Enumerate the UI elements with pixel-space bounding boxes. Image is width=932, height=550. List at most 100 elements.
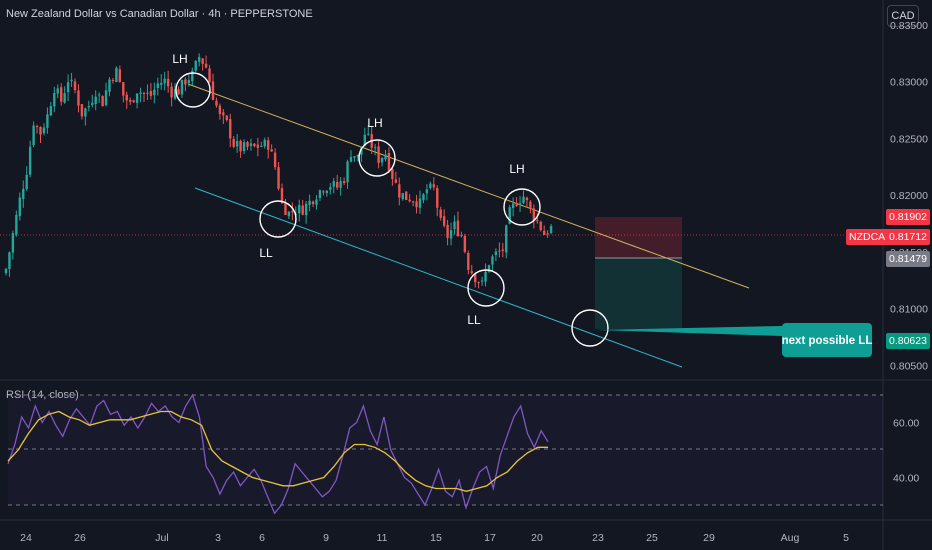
candle-down[interactable] (394, 179, 398, 183)
candle-up[interactable] (418, 198, 422, 208)
candle-up[interactable] (42, 127, 46, 134)
candle-down[interactable] (405, 191, 408, 200)
candle-up[interactable] (263, 139, 266, 147)
candle-down[interactable] (125, 94, 128, 101)
candle-up[interactable] (63, 93, 66, 103)
candle-down[interactable] (142, 92, 146, 94)
candle-down[interactable] (80, 104, 84, 117)
candle-up[interactable] (87, 106, 90, 108)
candle-down[interactable] (546, 233, 549, 235)
rsi-line[interactable] (7, 393, 549, 515)
candle-up[interactable] (480, 280, 484, 282)
candle-down[interactable] (529, 201, 532, 208)
candle-down[interactable] (532, 208, 536, 221)
candle-down[interactable] (229, 119, 232, 139)
candle-up[interactable] (487, 265, 491, 272)
position-target-zone[interactable] (595, 258, 682, 329)
candle-down[interactable] (149, 91, 153, 96)
candle-up[interactable] (356, 154, 360, 157)
candle-up[interactable] (84, 108, 87, 117)
candle-up[interactable] (367, 133, 370, 135)
candle-down[interactable] (387, 153, 391, 171)
candle-down[interactable] (239, 140, 242, 152)
candle-down[interactable] (122, 82, 125, 96)
support-trendline[interactable] (194, 187, 683, 368)
candle-down[interactable] (377, 146, 380, 163)
candle-up[interactable] (249, 143, 253, 146)
entry-price-tag[interactable]: 0.81479 (886, 251, 930, 267)
candle-down[interactable] (270, 149, 273, 152)
candle-down[interactable] (408, 199, 411, 202)
candle-down[interactable] (246, 142, 249, 147)
candle-down[interactable] (253, 143, 256, 147)
candle-up[interactable] (298, 204, 301, 214)
candle-up[interactable] (329, 187, 332, 190)
candle-up[interactable] (22, 188, 25, 200)
candle-down[interactable] (225, 115, 228, 120)
candle-down[interactable] (39, 126, 42, 135)
candle-down[interactable] (525, 197, 529, 201)
candle-down[interactable] (398, 184, 401, 198)
candle-down[interactable] (273, 152, 277, 168)
candle-up[interactable] (104, 90, 108, 106)
candle-up[interactable] (194, 60, 197, 71)
candle-down[interactable] (515, 204, 518, 206)
candle-up[interactable] (66, 82, 70, 93)
candle-up[interactable] (304, 203, 308, 216)
candle-down[interactable] (101, 95, 104, 107)
candle-up[interactable] (18, 197, 21, 217)
swing-circle-ll-3[interactable] (571, 309, 609, 347)
candle-up[interactable] (429, 183, 432, 189)
candle-up[interactable] (363, 134, 366, 146)
candle-up[interactable] (339, 181, 342, 188)
rsi-axis[interactable]: 60.00 40.00 (893, 418, 919, 485)
candle-up[interactable] (308, 200, 311, 205)
swing-circle-ll-1[interactable] (259, 200, 297, 238)
candle-down[interactable] (215, 100, 218, 106)
candle-up[interactable] (25, 174, 28, 190)
candle-up[interactable] (425, 189, 429, 194)
candle-up[interactable] (191, 70, 194, 82)
candle-down[interactable] (232, 138, 235, 147)
candle-up[interactable] (70, 79, 73, 82)
candle-down[interactable] (201, 58, 204, 64)
candle-up[interactable] (518, 203, 522, 205)
candle-down[interactable] (501, 249, 504, 251)
candle-up[interactable] (242, 142, 246, 152)
candle-down[interactable] (411, 201, 415, 203)
candle-up[interactable] (180, 79, 184, 95)
target-price-tag[interactable]: 0.80623 (886, 333, 930, 349)
candle-down[interactable] (111, 79, 115, 81)
candle-up[interactable] (91, 102, 94, 106)
candle-up[interactable] (380, 157, 384, 163)
candle-down[interactable] (222, 112, 225, 116)
candle-up[interactable] (422, 194, 425, 201)
candle-down[interactable] (277, 167, 280, 189)
candle-down[interactable] (470, 271, 473, 274)
candle-up[interactable] (163, 78, 166, 84)
candle-down[interactable] (301, 205, 304, 215)
candle-down[interactable] (170, 86, 173, 98)
candle-down[interactable] (456, 220, 460, 236)
candle-down[interactable] (204, 63, 208, 68)
candle-up[interactable] (153, 89, 156, 96)
candle-up[interactable] (4, 268, 8, 274)
swing-circle-lh-3[interactable] (503, 188, 541, 226)
candle-down[interactable] (132, 100, 135, 103)
candle-down[interactable] (184, 79, 187, 85)
candle-up[interactable] (46, 114, 49, 128)
candle-down[interactable] (284, 203, 287, 215)
candle-up[interactable] (449, 230, 453, 239)
stop-price-tag[interactable]: 0.81902 (886, 209, 930, 225)
candle-up[interactable] (156, 83, 159, 88)
candle-up[interactable] (108, 79, 111, 92)
candle-up[interactable] (401, 193, 404, 200)
candle-up[interactable] (315, 199, 318, 205)
candle-down[interactable] (463, 236, 467, 252)
candle-down[interactable] (129, 99, 132, 102)
candle-up[interactable] (135, 93, 139, 103)
candle-up[interactable] (173, 89, 177, 99)
candle-down[interactable] (256, 144, 260, 148)
candle-down[interactable] (498, 250, 501, 252)
